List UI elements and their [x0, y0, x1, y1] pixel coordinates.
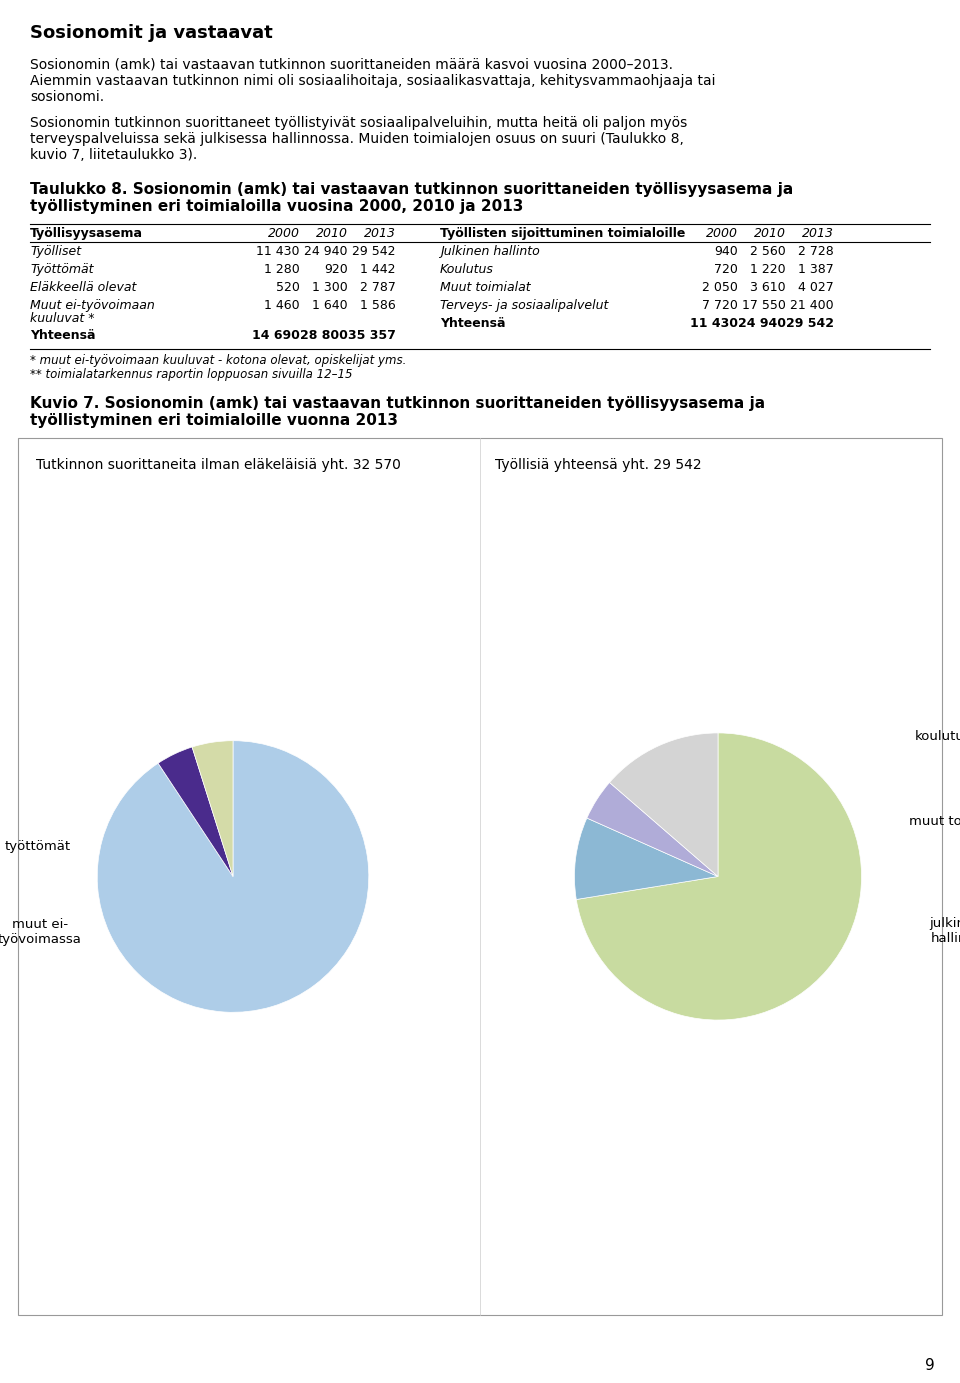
Text: työttömät: työttömät — [5, 839, 71, 853]
Text: työllistyminen eri toimialoilla vuosina 2000, 2010 ja 2013: työllistyminen eri toimialoilla vuosina … — [30, 199, 523, 214]
Text: 2010: 2010 — [316, 227, 348, 241]
Text: 720: 720 — [714, 263, 738, 277]
Text: 1 280: 1 280 — [264, 263, 300, 277]
Text: sosionomi.: sosionomi. — [30, 90, 104, 104]
Text: 2 787: 2 787 — [360, 281, 396, 295]
Text: 1 586: 1 586 — [360, 299, 396, 313]
Text: muut toimialat: muut toimialat — [909, 815, 960, 828]
Text: 2010: 2010 — [754, 227, 786, 241]
Text: Julkinen hallinto: Julkinen hallinto — [440, 245, 540, 259]
Text: 2000: 2000 — [706, 227, 738, 241]
Text: kuuluvat *: kuuluvat * — [30, 313, 94, 325]
Text: Työllisyysasema: Työllisyysasema — [30, 227, 143, 241]
Text: Taulukko 8. Sosionomin (amk) tai vastaavan tutkinnon suorittaneiden työllisyysas: Taulukko 8. Sosionomin (amk) tai vastaav… — [30, 183, 793, 196]
Text: 24 940: 24 940 — [738, 317, 786, 331]
Wedge shape — [587, 783, 718, 877]
Text: 920: 920 — [324, 263, 348, 277]
Text: 9: 9 — [925, 1358, 935, 1373]
Wedge shape — [574, 819, 718, 899]
Text: Koulutus: Koulutus — [440, 263, 493, 277]
Text: 7 720: 7 720 — [702, 299, 738, 313]
Text: 1 640: 1 640 — [312, 299, 348, 313]
Text: 11 430: 11 430 — [690, 317, 738, 331]
Text: 1 300: 1 300 — [312, 281, 348, 295]
Text: 4 027: 4 027 — [799, 281, 834, 295]
Wedge shape — [576, 733, 861, 1021]
Text: terveyspalveluissa sekä julkisessa hallinnossa. Muiden toimialojen osuus on suur: terveyspalveluissa sekä julkisessa halli… — [30, 131, 684, 147]
Text: Eläkkeellä olevat: Eläkkeellä olevat — [30, 281, 136, 295]
Text: Työlliset: Työlliset — [30, 245, 82, 259]
Text: työllistyminen eri toimialoille vuonna 2013: työllistyminen eri toimialoille vuonna 2… — [30, 414, 398, 427]
Text: 940: 940 — [714, 245, 738, 259]
Text: Työttömät: Työttömät — [30, 263, 93, 277]
Wedge shape — [610, 733, 718, 877]
Text: 24 940: 24 940 — [304, 245, 348, 259]
Text: 3 610: 3 610 — [751, 281, 786, 295]
Text: julkinen
hallinto: julkinen hallinto — [929, 917, 960, 946]
Text: Sosionomin tutkinnon suorittaneet työllistyivät sosiaalipalveluihin, mutta heitä: Sosionomin tutkinnon suorittaneet työlli… — [30, 116, 687, 130]
Bar — [18, 438, 942, 1315]
Text: 29 542: 29 542 — [786, 317, 834, 331]
Wedge shape — [158, 747, 233, 877]
Text: Aiemmin vastaavan tutkinnon nimi oli sosiaalihoitaja, sosiaalikasvattaja, kehity: Aiemmin vastaavan tutkinnon nimi oli sos… — [30, 75, 715, 89]
Text: Yhteensä: Yhteensä — [440, 317, 506, 331]
Text: 2000: 2000 — [268, 227, 300, 241]
Text: 1 220: 1 220 — [751, 263, 786, 277]
Text: Yhteensä: Yhteensä — [30, 329, 95, 342]
Text: kuvio 7, liitetaulukko 3).: kuvio 7, liitetaulukko 3). — [30, 148, 197, 162]
Text: 2 728: 2 728 — [799, 245, 834, 259]
Text: 2013: 2013 — [802, 227, 834, 241]
Text: Sosiaali- ja
terveyspalvelut: Sosiaali- ja terveyspalvelut — [591, 877, 714, 907]
Text: 14 690: 14 690 — [252, 329, 300, 342]
Text: ** toimialatarkennus raportin loppuosan sivuilla 12–15: ** toimialatarkennus raportin loppuosan … — [30, 368, 352, 380]
Text: 520: 520 — [276, 281, 300, 295]
Text: 1 460: 1 460 — [264, 299, 300, 313]
Text: Muut ei-työvoimaan: Muut ei-työvoimaan — [30, 299, 155, 313]
Text: työlliset: työlliset — [253, 853, 323, 869]
Text: Muut toimialat: Muut toimialat — [440, 281, 531, 295]
Text: 17 550: 17 550 — [742, 299, 786, 313]
Text: Työllisten sijoittuminen toimialoille: Työllisten sijoittuminen toimialoille — [440, 227, 685, 241]
Text: 11 430: 11 430 — [256, 245, 300, 259]
Text: 2013: 2013 — [364, 227, 396, 241]
Text: muut ei-
työvoimassa: muut ei- työvoimassa — [0, 917, 82, 946]
Text: Sosionomin (amk) tai vastaavan tutkinnon suorittaneiden määrä kasvoi vuosina 200: Sosionomin (amk) tai vastaavan tutkinnon… — [30, 58, 673, 72]
Text: 2 050: 2 050 — [702, 281, 738, 295]
Wedge shape — [97, 741, 369, 1012]
Text: * muut ei-työvoimaan kuuluvat - kotona olevat, opiskelijat yms.: * muut ei-työvoimaan kuuluvat - kotona o… — [30, 354, 406, 366]
Text: 1 442: 1 442 — [361, 263, 396, 277]
Text: 1 387: 1 387 — [799, 263, 834, 277]
Text: Tutkinnon suorittaneita ilman eläkeläisiä yht. 32 570: Tutkinnon suorittaneita ilman eläkeläisi… — [36, 458, 401, 472]
Text: 2 560: 2 560 — [751, 245, 786, 259]
Text: Terveys- ja sosiaalipalvelut: Terveys- ja sosiaalipalvelut — [440, 299, 609, 313]
Text: Kuvio 7. Sosionomin (amk) tai vastaavan tutkinnon suorittaneiden työllisyysasema: Kuvio 7. Sosionomin (amk) tai vastaavan … — [30, 396, 765, 411]
Text: koulutus: koulutus — [915, 730, 960, 743]
Text: Sosionomit ja vastaavat: Sosionomit ja vastaavat — [30, 24, 273, 41]
Text: 21 400: 21 400 — [790, 299, 834, 313]
Text: 35 357: 35 357 — [348, 329, 396, 342]
Text: 28 800: 28 800 — [300, 329, 348, 342]
Wedge shape — [192, 741, 233, 877]
Text: 29 542: 29 542 — [352, 245, 396, 259]
Text: Työllisiä yhteensä yht. 29 542: Työllisiä yhteensä yht. 29 542 — [495, 458, 702, 472]
